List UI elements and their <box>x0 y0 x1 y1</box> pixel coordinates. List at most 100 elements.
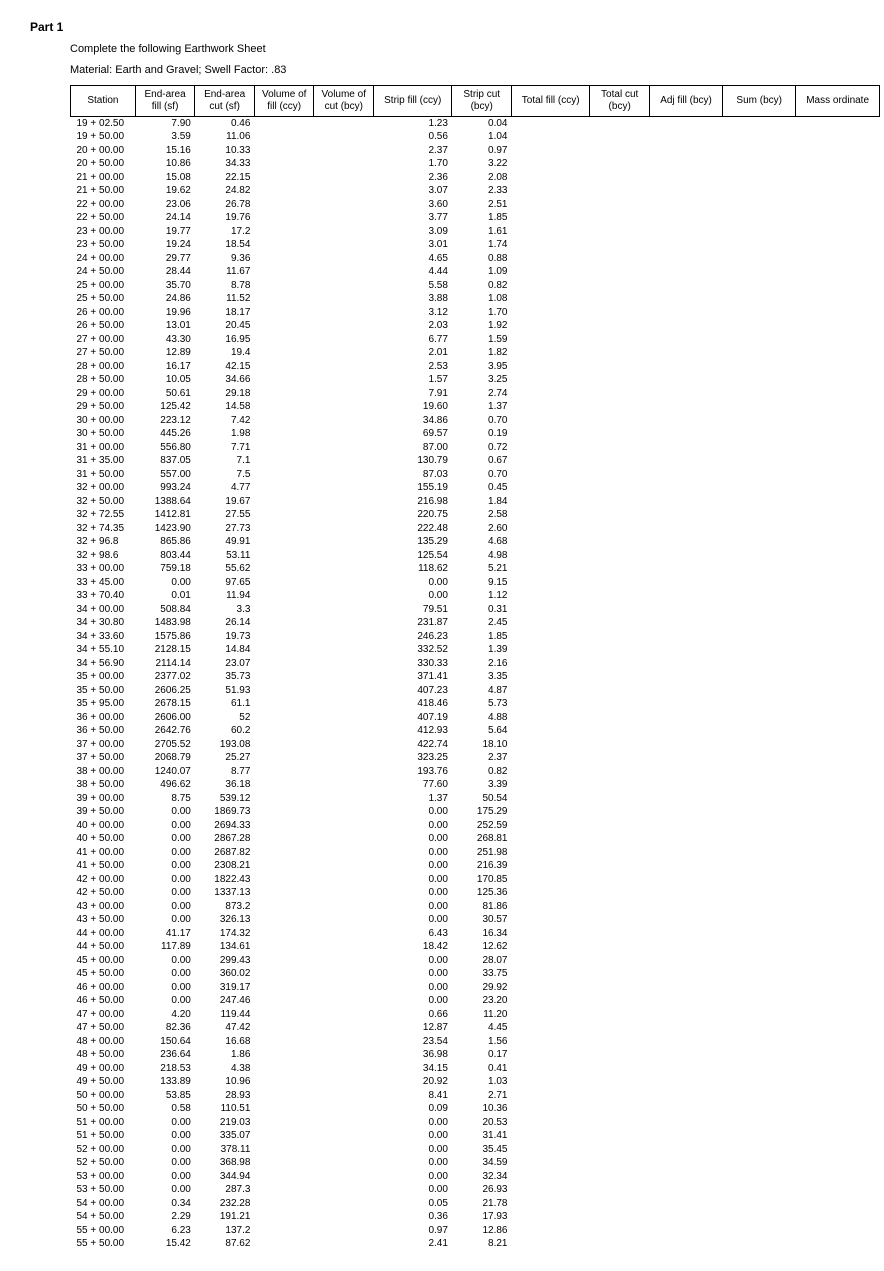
cell-data <box>723 387 796 401</box>
cell-station: 19 + 02.50 <box>71 116 136 130</box>
cell-data <box>512 859 590 873</box>
cell-data <box>254 1170 314 1184</box>
cell-station: 26 + 50.00 <box>71 319 136 333</box>
th-adj-fill: Adj fill (bcy) <box>649 85 722 116</box>
table-row: 24 + 50.0028.4411.674.441.09 <box>71 265 880 279</box>
cell-data <box>314 1021 374 1035</box>
cell-data: 0.00 <box>135 1116 195 1130</box>
cell-data <box>314 1170 374 1184</box>
cell-data <box>590 630 650 644</box>
cell-data <box>254 927 314 941</box>
cell-data <box>590 130 650 144</box>
cell-data <box>512 832 590 846</box>
cell-data <box>649 373 722 387</box>
cell-data <box>649 346 722 360</box>
table-row: 25 + 00.0035.708.785.580.82 <box>71 279 880 293</box>
cell-data: 0.66 <box>374 1008 452 1022</box>
cell-data: 0.00 <box>135 981 195 995</box>
cell-data: 1.59 <box>452 333 512 347</box>
cell-data: 223.12 <box>135 414 195 428</box>
cell-data <box>314 468 374 482</box>
cell-data: 0.00 <box>135 1143 195 1157</box>
cell-data <box>649 1021 722 1035</box>
cell-data: 18.17 <box>195 306 255 320</box>
cell-data: 7.42 <box>195 414 255 428</box>
cell-data <box>314 1197 374 1211</box>
cell-data: 246.23 <box>374 630 452 644</box>
cell-data <box>723 954 796 968</box>
cell-data <box>723 319 796 333</box>
cell-data <box>314 967 374 981</box>
cell-data: 1388.64 <box>135 495 195 509</box>
cell-data: 52 <box>195 711 255 725</box>
cell-data <box>723 1156 796 1170</box>
cell-data: 0.00 <box>374 1170 452 1184</box>
cell-data: 0.00 <box>135 819 195 833</box>
cell-station: 37 + 00.00 <box>71 738 136 752</box>
table-row: 53 + 00.000.00344.940.0032.34 <box>71 1170 880 1184</box>
table-row: 40 + 00.000.002694.330.00252.59 <box>71 819 880 833</box>
cell-data <box>512 1008 590 1022</box>
cell-data <box>314 724 374 738</box>
cell-data <box>254 859 314 873</box>
th-end-area-cut: End-area cut (sf) <box>195 85 255 116</box>
cell-station: 31 + 00.00 <box>71 441 136 455</box>
cell-data: 11.06 <box>195 130 255 144</box>
cell-data <box>512 1237 590 1251</box>
cell-data <box>649 724 722 738</box>
cell-station: 27 + 00.00 <box>71 333 136 347</box>
cell-data <box>314 1008 374 1022</box>
table-row: 31 + 35.00837.057.1130.790.67 <box>71 454 880 468</box>
cell-data <box>796 414 880 428</box>
cell-data <box>590 684 650 698</box>
cell-data: 2867.28 <box>195 832 255 846</box>
cell-data <box>254 252 314 266</box>
cell-data <box>723 859 796 873</box>
cell-data <box>723 657 796 671</box>
cell-station: 55 + 00.00 <box>71 1224 136 1238</box>
cell-data <box>796 387 880 401</box>
cell-data <box>723 441 796 455</box>
cell-data: 9.15 <box>452 576 512 590</box>
cell-data <box>254 657 314 671</box>
cell-data <box>796 1197 880 1211</box>
cell-data: 2694.33 <box>195 819 255 833</box>
cell-data: 216.98 <box>374 495 452 509</box>
cell-data <box>254 873 314 887</box>
cell-data <box>512 279 590 293</box>
cell-station: 45 + 50.00 <box>71 967 136 981</box>
cell-data: 1.37 <box>374 792 452 806</box>
cell-station: 46 + 50.00 <box>71 994 136 1008</box>
cell-data: 0.00 <box>135 967 195 981</box>
cell-station: 49 + 00.00 <box>71 1062 136 1076</box>
table-row: 47 + 00.004.20119.440.6611.20 <box>71 1008 880 1022</box>
cell-data: 803.44 <box>135 549 195 563</box>
cell-data <box>512 684 590 698</box>
cell-data <box>512 171 590 185</box>
cell-data <box>723 1129 796 1143</box>
cell-data: 27.55 <box>195 508 255 522</box>
th-total-cut: Total cut (bcy) <box>590 85 650 116</box>
cell-data: 0.01 <box>135 589 195 603</box>
cell-data: 0.00 <box>374 832 452 846</box>
cell-data <box>314 1102 374 1116</box>
cell-data: 0.00 <box>135 913 195 927</box>
cell-data: 29.18 <box>195 387 255 401</box>
cell-data: 219.03 <box>195 1116 255 1130</box>
cell-data <box>590 1224 650 1238</box>
cell-data: 31.41 <box>452 1129 512 1143</box>
cell-data <box>649 967 722 981</box>
cell-data <box>796 751 880 765</box>
cell-data <box>314 1062 374 1076</box>
cell-station: 51 + 00.00 <box>71 1116 136 1130</box>
cell-data <box>649 333 722 347</box>
cell-data <box>512 468 590 482</box>
cell-data <box>723 1008 796 1022</box>
th-total-fill: Total fill (ccy) <box>512 85 590 116</box>
cell-data <box>254 171 314 185</box>
cell-data <box>649 1075 722 1089</box>
cell-data: 14.58 <box>195 400 255 414</box>
cell-data <box>314 130 374 144</box>
cell-data: 34.59 <box>452 1156 512 1170</box>
cell-data <box>512 873 590 887</box>
